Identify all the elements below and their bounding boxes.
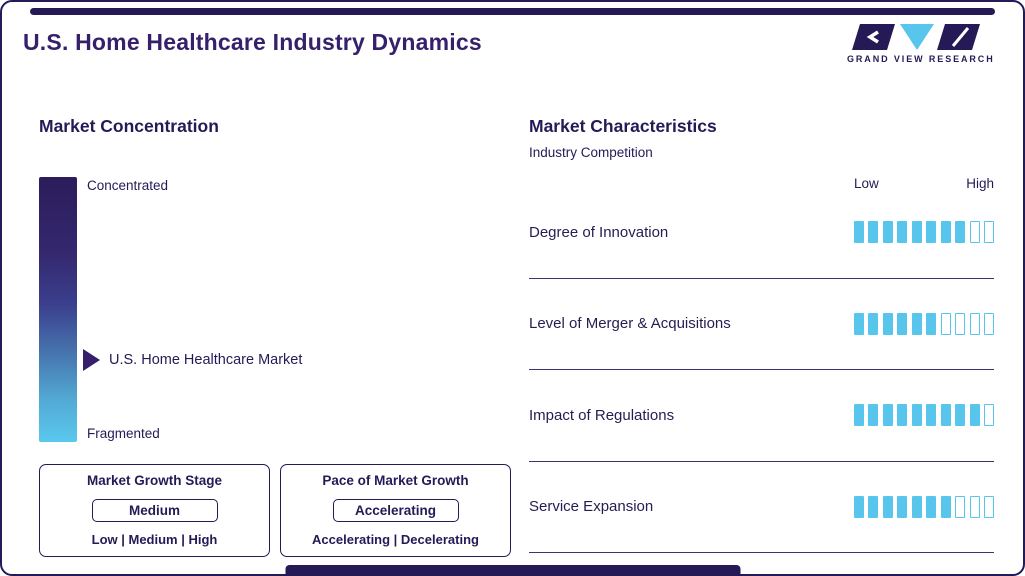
rating-segment: [955, 312, 965, 335]
pace-of-market-growth-title: Pace of Market Growth: [322, 473, 469, 488]
market-characteristics-heading: Market Characteristics: [529, 116, 717, 136]
rating-segment: [969, 221, 980, 244]
rating-bar: [853, 404, 994, 427]
rating-segment: [926, 312, 936, 335]
rating-segment: [853, 221, 864, 244]
rating-segment: [955, 404, 965, 427]
logo-text: GRAND VIEW RESEARCH: [847, 54, 995, 64]
grand-view-research-logo: GRAND VIEW RESEARCH: [847, 24, 993, 64]
top-accent-bar: [30, 8, 995, 15]
concentration-gradient-bar: U.S. Home Healthcare Market: [39, 177, 302, 442]
characteristics-rows: Degree of Innovation Level of Merger & A…: [529, 187, 994, 553]
rating-segment: [897, 404, 907, 427]
rating-bar: [853, 312, 994, 335]
table-row: Impact of Regulations: [529, 370, 994, 462]
pace-of-market-growth-box: Pace of Market Growth Accelerating Accel…: [280, 464, 511, 557]
rating-segment: [911, 404, 922, 427]
rating-segment: [926, 404, 936, 427]
high-label: High: [966, 176, 994, 191]
rating-segment: [984, 495, 994, 518]
market-marker-row: U.S. Home Healthcare Market: [83, 348, 303, 371]
rating-segment: [940, 221, 951, 244]
market-growth-stage-value: Medium: [91, 498, 218, 522]
rating-segment: [897, 495, 907, 518]
rating-scale-header: Low High: [854, 176, 994, 191]
rating-segment: [984, 312, 994, 335]
rating-segment: [940, 312, 951, 335]
market-growth-stage-title: Market Growth Stage: [86, 473, 223, 488]
market-marker-arrow-icon: [83, 348, 100, 371]
rating-segment: [853, 312, 864, 335]
rating-segment: [969, 495, 980, 518]
rating-segment: [868, 495, 878, 518]
rating-segment: [984, 221, 994, 244]
market-concentration-heading: Market Concentration: [39, 116, 219, 136]
rating-segment: [926, 495, 936, 518]
low-label: Low: [854, 176, 879, 191]
rating-segment: [926, 221, 936, 244]
rating-segment: [911, 495, 922, 518]
fragmented-label: Fragmented: [87, 426, 160, 441]
rating-segment: [955, 495, 965, 518]
rating-segment: [868, 221, 878, 244]
table-row: Degree of Innovation: [529, 187, 994, 279]
rating-segment: [897, 312, 907, 335]
page-title: U.S. Home Healthcare Industry Dynamics: [23, 29, 482, 55]
rating-segment: [984, 404, 994, 427]
rating-segment: [911, 221, 922, 244]
pace-of-market-growth-value: Accelerating: [332, 498, 459, 522]
gvr-logo-icon: [852, 24, 980, 50]
market-growth-stage-options: Low | Medium | High: [91, 532, 218, 547]
pace-of-market-growth-options: Accelerating | Decelerating: [312, 532, 479, 547]
rating-segment: [882, 221, 893, 244]
row-label: Level of Merger & Acquisitions: [529, 315, 731, 333]
bottom-accent-bar: [285, 565, 740, 574]
table-row: Service Expansion: [529, 462, 994, 553]
row-label: Impact of Regulations: [529, 406, 675, 424]
rating-segment: [882, 495, 893, 518]
rating-segment: [911, 312, 922, 335]
rating-segment: [940, 404, 951, 427]
industry-competition-subtitle: Industry Competition: [529, 145, 653, 160]
rating-segment: [969, 312, 980, 335]
rating-segment: [868, 312, 878, 335]
market-concentration-section: Market Concentration U.S. Home Healthcar…: [39, 116, 511, 561]
rating-segment: [940, 495, 951, 518]
row-label: Degree of Innovation: [529, 223, 669, 241]
concentrated-label: Concentrated: [87, 178, 169, 193]
rating-segment: [897, 221, 907, 244]
rating-bar: [853, 221, 994, 244]
rating-segment: [853, 495, 864, 518]
rating-segment: [882, 404, 893, 427]
rating-segment: [955, 221, 965, 244]
table-row: Level of Merger & Acquisitions: [529, 279, 994, 370]
market-characteristics-section: Market Characteristics Industry Competit…: [529, 116, 994, 556]
rating-segment: [853, 404, 864, 427]
market-marker-label: U.S. Home Healthcare Market: [109, 351, 303, 368]
market-growth-stage-box: Market Growth Stage Medium Low | Medium …: [39, 464, 270, 557]
rating-bar: [853, 495, 994, 518]
rating-segment: [882, 312, 893, 335]
rating-segment: [868, 404, 878, 427]
row-label: Service Expansion: [529, 498, 654, 516]
rating-segment: [969, 404, 980, 427]
